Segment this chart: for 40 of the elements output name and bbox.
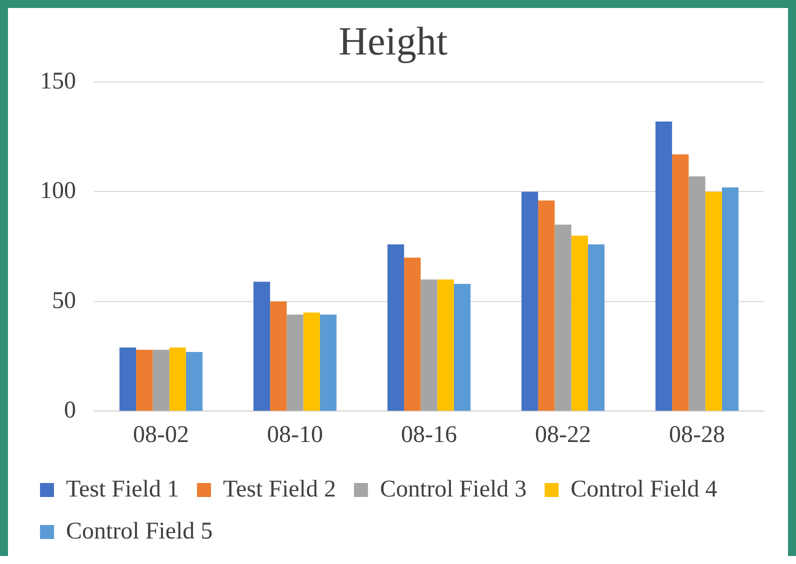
- x-tick-label: 08-28: [669, 422, 725, 448]
- x-tick-label: 08-16: [401, 422, 457, 448]
- bar: [571, 236, 588, 411]
- bar: [136, 350, 153, 411]
- bar: [722, 187, 739, 411]
- y-tick-label: 50: [52, 288, 76, 314]
- x-tick-label: 08-02: [133, 422, 189, 448]
- bar: [253, 282, 270, 411]
- legend-label: Control Field 5: [66, 518, 213, 544]
- y-tick-label: 100: [40, 178, 76, 204]
- bar: [119, 348, 136, 411]
- bar: [387, 244, 404, 411]
- bar: [186, 352, 203, 411]
- bar: [286, 314, 304, 411]
- y-tick-label: 0: [64, 397, 76, 424]
- legend-label: Test Field 1: [66, 476, 179, 502]
- y-tick-label: 150: [40, 68, 76, 94]
- bar: [420, 280, 438, 411]
- bar: [454, 284, 471, 411]
- legend-label: Control Field 4: [570, 476, 718, 502]
- bar: [655, 122, 672, 411]
- bar: [521, 192, 538, 411]
- legend-label: Control Field 3: [380, 476, 527, 502]
- bar: [270, 301, 287, 411]
- bar: [303, 312, 320, 411]
- bar: [320, 314, 337, 411]
- x-tick-label: 08-22: [535, 422, 591, 448]
- bar: [588, 244, 605, 411]
- bar: [152, 350, 170, 411]
- bar: [437, 280, 454, 411]
- bar: [169, 348, 186, 411]
- bar: [688, 176, 706, 411]
- x-tick-label: 08-10: [267, 422, 323, 448]
- bar: [672, 154, 689, 411]
- bar: [705, 192, 722, 411]
- legend-label: Test Field 2: [222, 476, 336, 502]
- bar: [538, 200, 555, 411]
- chart-title: Height: [338, 18, 448, 64]
- bar: [404, 258, 421, 411]
- bar: [554, 224, 572, 411]
